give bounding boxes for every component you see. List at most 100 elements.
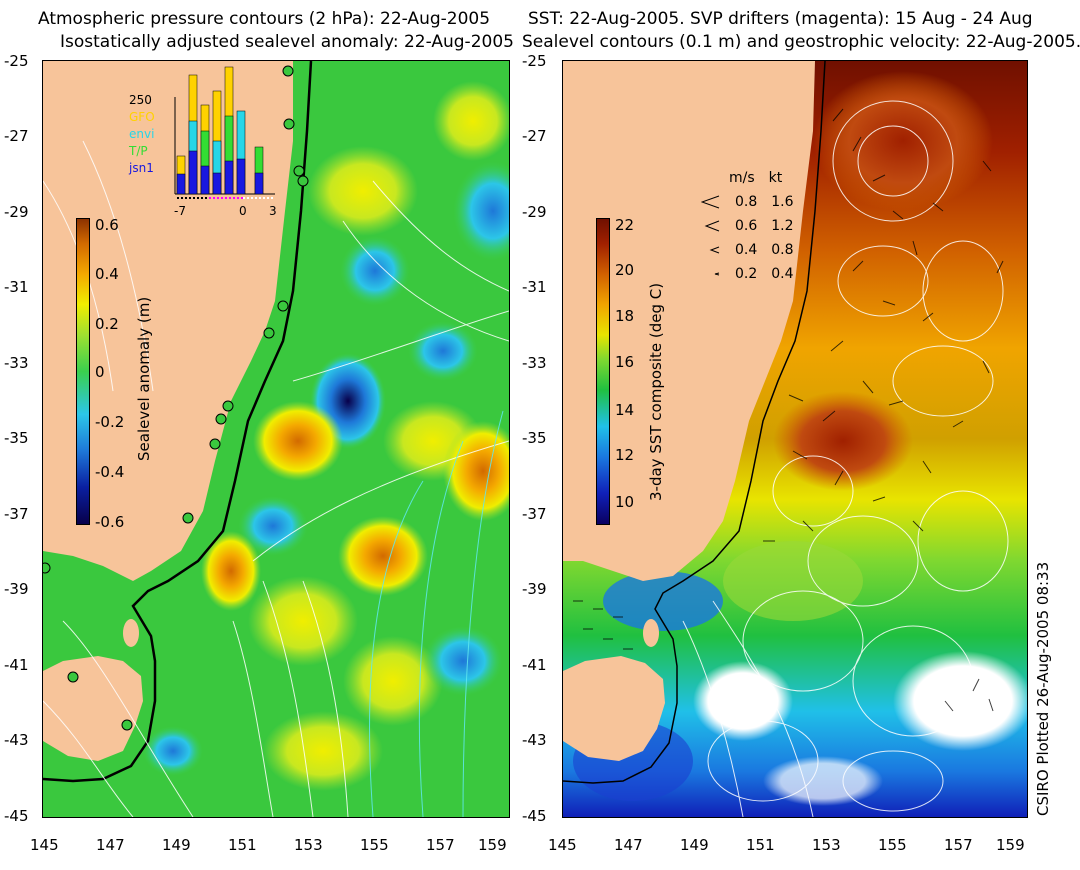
right-y-tick-7: -39: [522, 580, 547, 598]
left-x-tick-5: 155: [360, 836, 389, 854]
sla-tick-4: -0.2: [95, 413, 125, 431]
tasmania-land: [43, 656, 143, 761]
left-y-tick-5: -35: [4, 429, 29, 447]
sst-tick-2: 18: [615, 307, 635, 325]
right-x-tick-1: 147: [614, 836, 643, 854]
inset-x-tick-2: 3: [269, 204, 277, 218]
inset-x-tick-1: 0: [239, 204, 247, 218]
left-y-tick-1: -27: [4, 127, 29, 145]
right-x-tick-3: 151: [746, 836, 775, 854]
sealevel-anomaly-map-graphic: [43, 61, 509, 817]
velocity-legend-ms-1: 0.6: [735, 218, 758, 234]
velocity-legend-ms-3: 0.2: [735, 266, 758, 282]
velocity-arrow-0-4-icon: [709, 246, 720, 254]
left-x-tick-2: 149: [162, 836, 191, 854]
csiro-credit: CSIRO Plotted 26-Aug-2005 08:33: [1034, 561, 1052, 816]
sealevel-colorbar: [76, 218, 90, 525]
satellite-count-inset: [174, 66, 275, 199]
flinders-island: [123, 619, 139, 647]
inset-x-tick-0: -7: [174, 204, 186, 218]
sst-tick-6: 10: [615, 493, 635, 511]
velocity-legend-kt-0: 1.6: [771, 194, 794, 210]
left-x-tick-6: 157: [426, 836, 455, 854]
left-x-tick-4: 153: [294, 836, 323, 854]
left-y-tick-3: -31: [4, 278, 29, 296]
tide-gauge-markers: [43, 65, 309, 731]
sla-tick-0: 0.6: [95, 216, 119, 234]
left-y-tick-8: -41: [4, 656, 29, 674]
right-title-line2: Sealevel contours (0.1 m) and geostrophi…: [522, 32, 1080, 52]
inset-legend: GFO envi T/P jsn1: [129, 109, 155, 177]
left-y-tick-10: -45: [4, 807, 29, 825]
inset-legend-gfo: GFO: [129, 110, 155, 124]
right-y-tick-0: -25: [522, 52, 547, 70]
sealevel-contours: [682, 100, 1009, 817]
flinders-island: [643, 619, 659, 647]
sla-tick-6: -0.6: [95, 513, 125, 531]
sst-map: 22 20 18 16 14 12 10 3-day SST composite…: [562, 60, 1028, 818]
sst-colorbar-label: 3-day SST composite (deg C): [647, 282, 665, 501]
right-y-tick-5: -35: [522, 429, 547, 447]
shelf-edge-contour: [563, 61, 826, 784]
inset-legend-jsn1: jsn1: [129, 161, 154, 175]
velocity-legend-kt-1: 1.2: [771, 218, 794, 234]
anomaly-features: [143, 81, 509, 791]
sst-tick-5: 12: [615, 446, 635, 464]
sla-tick-1: 0.4: [95, 265, 119, 283]
right-y-tick-9: -43: [522, 731, 547, 749]
right-x-tick-2: 149: [680, 836, 709, 854]
velocity-arrow-0-2-icon: [714, 272, 720, 276]
right-x-tick-7: 159: [996, 836, 1025, 854]
right-y-tick-6: -37: [522, 505, 547, 523]
mainland-land: [563, 61, 815, 581]
velocity-arrow-0-6-icon: [704, 220, 720, 232]
left-y-tick-7: -39: [4, 580, 29, 598]
sst-tick-4: 14: [615, 401, 635, 419]
left-y-tick-4: -33: [4, 354, 29, 372]
right-x-tick-0: 145: [548, 836, 577, 854]
velocity-legend-ms-2: 0.4: [735, 242, 758, 258]
right-y-tick-4: -33: [522, 354, 547, 372]
sla-tick-3: 0: [95, 363, 105, 381]
shelf-edge-contour: [43, 61, 313, 783]
velocity-legend-ms-0: 0.8: [735, 194, 758, 210]
left-title-line1: Atmospheric pressure contours (2 hPa): 2…: [38, 9, 491, 29]
left-y-tick-2: -29: [4, 203, 29, 221]
left-y-tick-0: -25: [4, 52, 29, 70]
sst-tick-0: 22: [615, 216, 635, 234]
sealevel-anomaly-map: 250 GFO envi T/P jsn1 -7 0 3 0.6 0.4 0.2…: [42, 60, 510, 818]
velocity-legend-ms-header: m/s: [729, 170, 755, 186]
sst-colorbar: [596, 218, 610, 525]
left-x-tick-0: 145: [30, 836, 59, 854]
velocity-legend-kt-2: 0.8: [771, 242, 794, 258]
right-y-tick-1: -27: [522, 127, 547, 145]
sst-tick-3: 16: [615, 353, 635, 371]
sla-tick-5: -0.4: [95, 463, 125, 481]
right-y-tick-3: -31: [522, 278, 547, 296]
left-y-tick-6: -37: [4, 505, 29, 523]
right-y-tick-8: -41: [522, 656, 547, 674]
geostrophic-velocity-vectors: [573, 108, 1004, 712]
right-y-tick-10: -45: [522, 807, 547, 825]
right-title-line1: SST: 22-Aug-2005. SVP drifters (magenta)…: [528, 9, 1033, 29]
sla-tick-2: 0.2: [95, 315, 119, 333]
left-x-tick-7: 159: [478, 836, 507, 854]
pressure-contours: [43, 140, 509, 817]
left-x-tick-1: 147: [96, 836, 125, 854]
sst-features: [573, 71, 1027, 806]
left-x-tick-3: 151: [228, 836, 257, 854]
right-x-tick-4: 153: [812, 836, 841, 854]
inset-count-label: 250: [129, 93, 152, 107]
sst-tick-1: 20: [615, 261, 635, 279]
velocity-legend-kt-header: kt: [768, 170, 783, 186]
sst-map-graphic: [563, 61, 1027, 817]
velocity-legend-kt-3: 0.4: [771, 266, 794, 282]
velocity-legend: m/s kt 0.8 1.6 0.6 1.2 0.4 0.8 0.2 0.4: [701, 166, 794, 286]
sla-colorbar-label: Sealevel anomaly (m): [135, 296, 153, 461]
right-y-tick-2: -29: [522, 203, 547, 221]
left-title-line2: Isostatically adjusted sealevel anomaly:…: [60, 32, 514, 52]
inset-legend-envi: envi: [129, 127, 155, 141]
left-y-tick-9: -43: [4, 731, 29, 749]
tasmania-land: [563, 656, 665, 761]
right-x-tick-6: 157: [944, 836, 973, 854]
